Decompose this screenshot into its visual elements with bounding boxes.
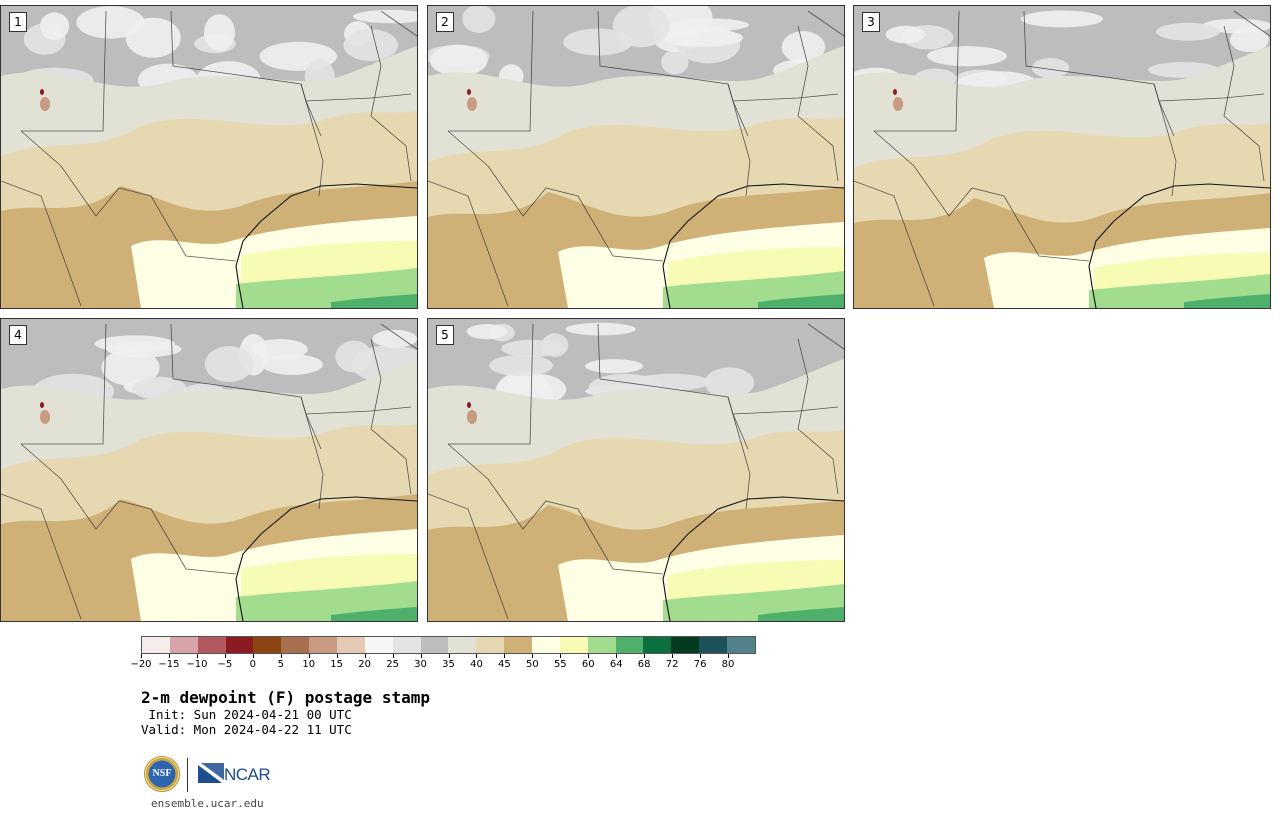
valid-time: Valid: Mon 2024-04-22 11 UTC — [141, 722, 352, 737]
colorbar-cell — [364, 637, 393, 653]
colorbar-cell — [671, 637, 700, 653]
ncar-logo-text: NCAR — [224, 765, 271, 784]
colorbar-cell — [337, 637, 365, 653]
colorbar-tick-label: 50 — [525, 659, 539, 670]
colorbar-tick — [168, 654, 170, 658]
colorbar-tick — [308, 654, 310, 658]
ncar-logo-mark — [198, 763, 224, 783]
colorbar-tick — [644, 654, 646, 658]
logo-row: NSF NCAR — [144, 756, 284, 794]
colorbar-tick — [392, 654, 394, 658]
colorbar-tick-label: 72 — [665, 659, 679, 670]
colorbar-tick-label: 20 — [358, 659, 371, 670]
dewpoint-colorbar — [141, 636, 756, 654]
colorbar-tick — [728, 654, 730, 658]
logo-separator — [187, 758, 188, 792]
colorbar-tick-label: 55 — [553, 659, 567, 670]
nsf-logo: NSF — [144, 756, 180, 792]
colorbar-tick-label: 68 — [637, 659, 651, 670]
dewpoint-map — [1, 319, 417, 621]
colorbar-tick-label: 35 — [442, 659, 455, 670]
colorbar-tick-label: −15 — [158, 659, 180, 670]
colorbar-cell — [615, 637, 644, 653]
member-number-badge: 1 — [9, 12, 27, 32]
colorbar-tick — [588, 654, 590, 658]
member-panel-1: 1 — [0, 5, 418, 309]
colorbar-tick — [252, 654, 254, 658]
colorbar-tick-label: 60 — [581, 659, 595, 670]
colorbar-tick-label: 40 — [470, 659, 483, 670]
colorbar-tick — [224, 654, 226, 658]
colorbar-tick — [141, 654, 142, 658]
colorbar-tick — [560, 654, 562, 658]
colorbar-cell — [420, 637, 449, 653]
member-number-badge: 4 — [9, 325, 27, 345]
colorbar-cell — [281, 637, 310, 653]
colorbar-tick-label: 64 — [609, 659, 623, 670]
colorbar-tick-label: 10 — [302, 659, 316, 670]
member-panel-5: 5 — [427, 318, 845, 622]
colorbar-tick — [700, 654, 702, 658]
member-panel-2: 2 — [427, 5, 845, 309]
colorbar-cell — [504, 637, 533, 653]
colorbar-cell — [169, 637, 198, 653]
colorbar-cell — [587, 637, 616, 653]
member-panel-3: 3 — [853, 5, 1271, 309]
colorbar-tick-label: 0 — [249, 659, 256, 670]
colorbar-cell — [197, 637, 226, 653]
dewpoint-map — [854, 6, 1270, 308]
colorbar-tick — [672, 654, 674, 658]
colorbar-cell — [225, 637, 254, 653]
colorbar-cell — [727, 637, 755, 653]
colorbar-cell — [448, 637, 477, 653]
colorbar-tick-label: −20 — [130, 659, 152, 670]
colorbar-tick — [420, 654, 422, 658]
site-url: ensemble.ucar.edu — [151, 797, 264, 810]
member-number-badge: 3 — [862, 12, 880, 32]
colorbar-tick — [504, 654, 506, 658]
colorbar-cell — [643, 637, 672, 653]
colorbar-tick — [476, 654, 478, 658]
colorbar-tick — [532, 654, 534, 658]
colorbar-tick — [280, 654, 282, 658]
init-time: Init: Sun 2024-04-21 00 UTC — [141, 707, 352, 722]
chart-title: 2-m dewpoint (F) postage stamp — [141, 688, 430, 707]
colorbar-tick — [196, 654, 198, 658]
colorbar-cell — [142, 637, 170, 653]
colorbar-tick-label: 76 — [693, 659, 707, 670]
colorbar-tick-labels: −20 −15 −10 −5 0 5 10 15 20 25 30 35 40 45 50 55 60 64 68 7… — [130, 654, 756, 678]
colorbar-tick — [364, 654, 366, 658]
colorbar-tick — [448, 654, 450, 658]
dewpoint-map — [428, 319, 844, 621]
colorbar-cell — [559, 637, 588, 653]
colorbar-tick-label: 45 — [498, 659, 511, 670]
member-number-badge: 2 — [436, 12, 454, 32]
colorbar-cell — [476, 637, 505, 653]
colorbar-tick-label: 30 — [414, 659, 427, 670]
colorbar-tick-label: −5 — [217, 659, 233, 670]
member-number-badge: 5 — [436, 325, 454, 345]
colorbar-cell — [392, 637, 421, 653]
colorbar-cell — [699, 637, 728, 653]
colorbar-cell — [309, 637, 338, 653]
colorbar-tick-label: 25 — [386, 659, 399, 670]
nsf-logo-text: NSF — [152, 768, 172, 779]
dewpoint-map — [428, 6, 844, 308]
colorbar-tick — [616, 654, 618, 658]
colorbar-tick — [336, 654, 338, 658]
colorbar-tick-label: −10 — [186, 659, 208, 670]
colorbar-tick-label: 15 — [330, 659, 344, 670]
colorbar-tick-label: 80 — [721, 659, 735, 670]
member-panel-4: 4 — [0, 318, 418, 622]
colorbar-tick-label: 5 — [277, 659, 284, 670]
colorbar-cell — [532, 637, 560, 653]
dewpoint-map — [1, 6, 417, 308]
colorbar-cell — [253, 637, 282, 653]
